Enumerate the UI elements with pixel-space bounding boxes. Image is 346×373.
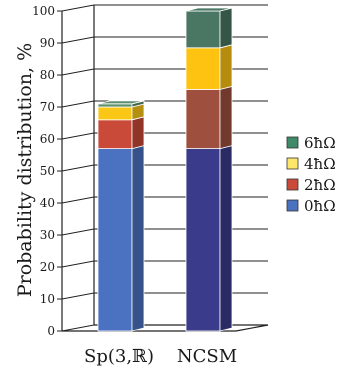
bar-segment-1-0 xyxy=(185,148,221,332)
bar-segment-1-1 xyxy=(185,89,221,150)
floor-right-edge xyxy=(235,324,269,332)
y-tick-label: 100 xyxy=(32,4,55,18)
category-labels: Sp(3,ℝ) NCSM xyxy=(84,346,237,367)
grid-diagonal xyxy=(61,292,95,300)
bar-side-0-1 xyxy=(131,116,145,150)
legend-label-1: 2ħΩ xyxy=(304,176,336,194)
legend-label-2: 4ħΩ xyxy=(304,155,336,173)
grid-diagonal xyxy=(61,4,95,12)
y-axis-title: Probability distribution, % xyxy=(14,43,36,297)
bar-segment-1-3 xyxy=(185,10,221,49)
y-tick-label: 0 xyxy=(47,324,55,338)
bar-segment-0-0 xyxy=(97,148,133,332)
legend: 6ħΩ 4ħΩ 2ħΩ 0ħΩ xyxy=(286,134,336,215)
bar-side-1-3 xyxy=(219,7,233,49)
y-tick-label: 10 xyxy=(40,292,55,306)
legend-swatch-1 xyxy=(286,178,299,191)
y-tick-label: 30 xyxy=(40,228,55,242)
y-tick-label: 60 xyxy=(40,132,55,146)
grid xyxy=(61,4,268,332)
bar-side-1-0 xyxy=(219,145,233,332)
axes xyxy=(61,5,269,332)
bar-side-0-0 xyxy=(131,145,145,332)
bar-side-1-1 xyxy=(219,85,233,150)
bars xyxy=(97,7,233,332)
bar-segment-0-1 xyxy=(97,119,133,150)
bar-segment-0-3 xyxy=(97,103,133,108)
category-label-0: Sp(3,ℝ) xyxy=(84,346,154,367)
grid-diagonal xyxy=(61,164,95,172)
grid-diagonal xyxy=(61,260,95,268)
grid-diagonal xyxy=(61,324,95,332)
y-tick-label: 80 xyxy=(40,68,55,82)
y-tick-label: 20 xyxy=(40,260,55,274)
bar-top-0 xyxy=(97,100,145,105)
legend-label-3: 6ħΩ xyxy=(304,134,336,152)
y-ticks: 0 10 20 30 40 50 60 70 80 90 100 xyxy=(32,4,62,338)
legend-label-0: 0ħΩ xyxy=(304,197,336,215)
legend-swatch-3 xyxy=(286,136,299,149)
bar-top-1 xyxy=(185,7,233,12)
bar-side-1-2 xyxy=(219,44,233,90)
grid-diagonal xyxy=(61,100,95,108)
grid-diagonal xyxy=(61,228,95,236)
bar-segment-1-2 xyxy=(185,47,221,90)
category-label-1: NCSM xyxy=(177,346,237,367)
bar-segment-0-2 xyxy=(97,106,133,121)
grid-diagonal xyxy=(61,196,95,204)
legend-swatch-0 xyxy=(286,199,299,212)
grid-diagonal xyxy=(61,36,95,44)
y-tick-label: 90 xyxy=(40,36,55,50)
grid-diagonal xyxy=(61,132,95,140)
y-tick-label: 40 xyxy=(40,196,55,210)
grid-diagonal xyxy=(61,68,95,76)
y-tick-label: 50 xyxy=(40,164,55,178)
legend-swatch-2 xyxy=(286,157,299,170)
y-tick-label: 70 xyxy=(40,100,55,114)
